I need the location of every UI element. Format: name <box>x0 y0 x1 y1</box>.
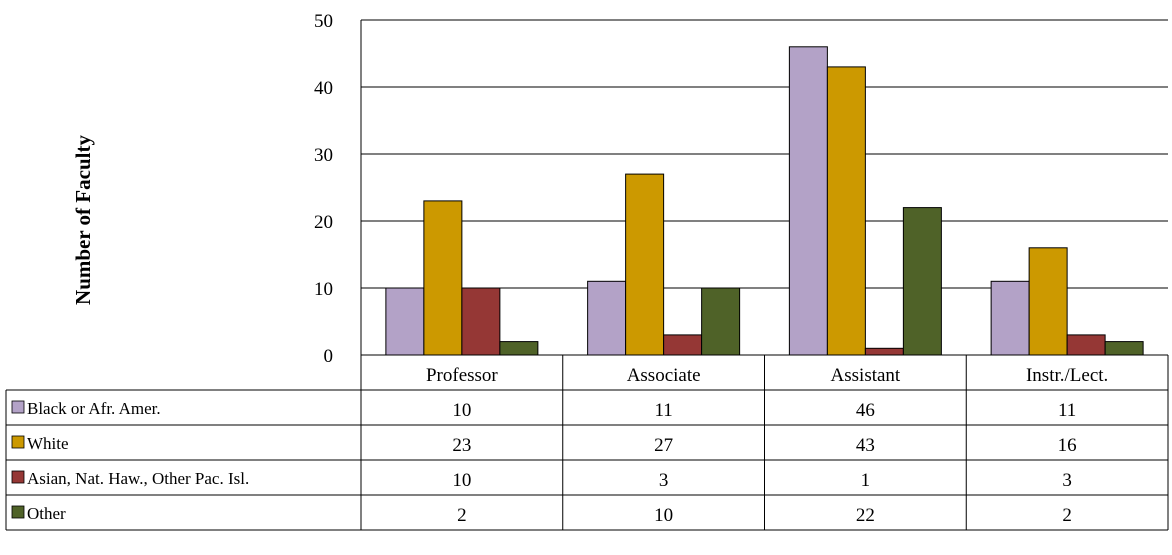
category-label: Instr./Lect. <box>1026 365 1108 386</box>
table-cell-value: 10 <box>452 470 471 491</box>
bar-white-associate <box>625 173 665 356</box>
table-cell-value: 2 <box>457 505 467 526</box>
table-cell-value: 16 <box>1058 435 1077 456</box>
bar-asian-nat-haw-other-pac-isl-assistant <box>864 347 904 356</box>
legend-swatch <box>11 505 25 519</box>
table-cell-value: 46 <box>856 400 875 421</box>
legend-swatch <box>11 435 25 449</box>
y-axis-title: Number of Faculty <box>71 135 95 305</box>
bar-asian-nat-haw-other-pac-isl-professor <box>461 287 501 356</box>
bar-other-professor <box>499 341 539 356</box>
bar-black-or-afr-amer-professor <box>385 287 425 356</box>
table-cell-value: 11 <box>1058 400 1076 421</box>
table-cell-value: 10 <box>452 400 471 421</box>
table-cell-value: 27 <box>654 435 673 456</box>
category-label: Professor <box>426 365 498 386</box>
table-cell-value: 2 <box>1062 505 1072 526</box>
table-cell-value: 43 <box>856 435 875 456</box>
category-label: Associate <box>627 365 701 386</box>
legend-swatch <box>11 470 25 484</box>
bar-asian-nat-haw-other-pac-isl-associate <box>663 334 703 356</box>
bar-black-or-afr-amer-assistant <box>788 46 828 356</box>
bar-white-instr-lect <box>1028 247 1068 356</box>
y-tick-label: 20 <box>314 212 333 233</box>
table-cell-value: 11 <box>654 400 672 421</box>
bar-white-assistant <box>826 66 866 356</box>
bar-black-or-afr-amer-instr-lect <box>990 280 1030 356</box>
y-tick-label: 50 <box>314 11 333 32</box>
bar-other-assistant <box>902 207 942 356</box>
y-tick-label: 10 <box>314 279 333 300</box>
table-cell-value: 23 <box>452 435 471 456</box>
legend-label: Asian, Nat. Haw., Other Pac. Isl. <box>27 469 249 488</box>
legend-label: Other <box>27 504 66 523</box>
bar-other-associate <box>701 287 741 356</box>
table-cell-value: 10 <box>654 505 673 526</box>
table-cell-value: 22 <box>856 505 875 526</box>
bar-black-or-afr-amer-associate <box>587 280 627 356</box>
data-table: Professor Associate Assistant Instr./Lect. B… <box>5 354 1169 531</box>
category-label: Assistant <box>831 365 901 386</box>
table-cell-value: 3 <box>659 470 669 491</box>
y-tick-label: 40 <box>314 78 333 99</box>
bar-other-instr-lect <box>1104 341 1144 356</box>
table-cell-value: 3 <box>1062 470 1072 491</box>
y-tick-label: 30 <box>314 145 333 166</box>
legend-label: White <box>27 434 69 453</box>
legend-label: Black or Afr. Amer. <box>27 399 161 418</box>
legend-swatch <box>11 400 25 414</box>
y-axis-ticks: 0 10 20 30 40 50 <box>314 11 333 367</box>
bar-asian-nat-haw-other-pac-isl-instr-lect <box>1066 334 1106 356</box>
table-cell-value: 1 <box>861 470 871 491</box>
bars <box>385 46 1144 356</box>
y-tick-label: 0 <box>324 346 334 367</box>
bar-white-professor <box>423 200 463 356</box>
